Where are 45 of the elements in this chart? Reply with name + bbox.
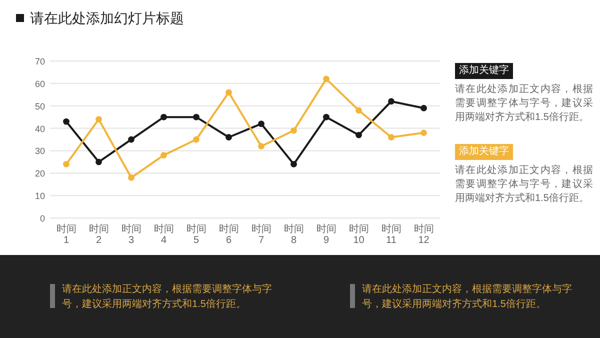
x-tick-label: 时间 4 xyxy=(154,223,174,246)
point xyxy=(226,89,232,96)
point xyxy=(160,152,167,158)
point xyxy=(226,134,232,140)
point xyxy=(63,118,70,125)
point xyxy=(388,98,394,105)
point xyxy=(388,134,394,140)
point xyxy=(258,143,264,150)
point xyxy=(290,160,297,168)
x-tick-label: 时间 1 xyxy=(56,223,76,246)
point xyxy=(63,160,70,168)
y-tick-label: 50 xyxy=(34,101,45,112)
y-tick-label: 20 xyxy=(34,168,45,179)
x-tick-label: 时间 7 xyxy=(251,223,272,246)
y-tick-label: 60 xyxy=(34,78,45,89)
point xyxy=(128,174,134,181)
y-tick-label: 70 xyxy=(34,56,45,66)
point xyxy=(96,116,102,123)
point xyxy=(96,158,102,166)
x-tick-label: 时间 12 xyxy=(414,223,434,246)
point xyxy=(258,120,264,127)
y-tick-label: 10 xyxy=(34,191,45,202)
y-tick-label: 0 xyxy=(40,214,45,224)
x-tick-label: 时间 6 xyxy=(218,223,239,246)
x-tick-label: 时间 11 xyxy=(381,223,402,246)
point xyxy=(323,114,330,120)
x-tick-label: 时间 2 xyxy=(88,223,109,246)
point xyxy=(128,136,134,143)
point xyxy=(160,114,167,120)
x-tick-label: 时间 3 xyxy=(121,223,142,246)
x-tick-label: 时间 9 xyxy=(316,223,336,246)
chart-title: 请在此处添加幻灯片标题 xyxy=(30,10,184,26)
point xyxy=(290,127,297,134)
point xyxy=(193,136,200,143)
point xyxy=(356,132,362,138)
point xyxy=(323,76,330,82)
point xyxy=(420,130,427,136)
x-tick-label: 时间 5 xyxy=(186,223,206,246)
x-tick-label: 时间 8 xyxy=(284,223,304,246)
point xyxy=(356,107,362,114)
y-tick-label: 30 xyxy=(34,146,45,156)
x-tick-label: 时间 10 xyxy=(348,223,369,246)
point xyxy=(193,114,200,120)
point xyxy=(420,104,427,112)
y-tick-label: 40 xyxy=(34,124,45,134)
